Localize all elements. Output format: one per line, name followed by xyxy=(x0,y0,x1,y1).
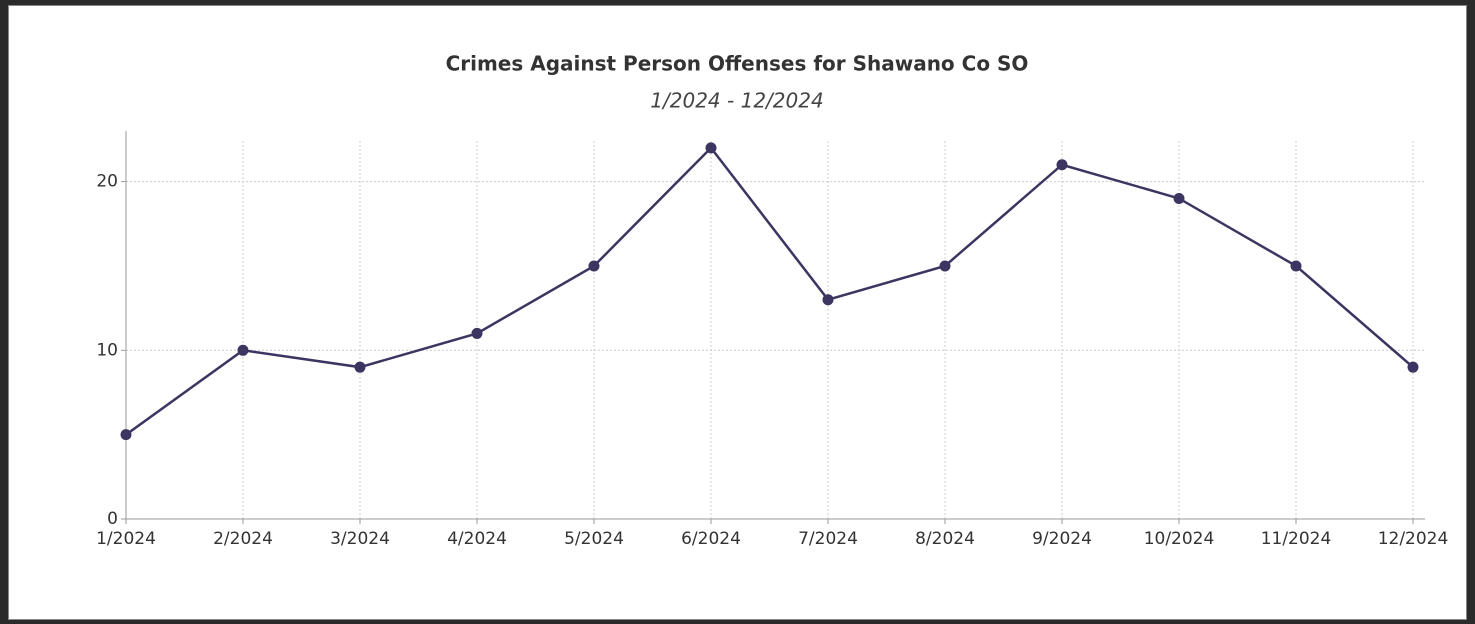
x-tick-label: 4/2024 xyxy=(447,529,507,549)
x-tick-label: 3/2024 xyxy=(330,529,390,549)
x-tick-label: 2/2024 xyxy=(213,529,273,549)
x-tick-label: 7/2024 xyxy=(798,529,858,549)
data-point xyxy=(588,260,600,272)
data-point xyxy=(822,294,834,306)
data-point xyxy=(237,344,249,356)
data-point xyxy=(1407,361,1419,373)
data-point xyxy=(120,429,132,441)
x-tick-label: 1/2024 xyxy=(96,529,156,549)
chart-title: Crimes Against Person Offenses for Shawa… xyxy=(446,52,1029,76)
chart-panel xyxy=(8,5,1467,620)
x-tick-label: 12/2024 xyxy=(1378,529,1449,549)
data-line xyxy=(125,145,1414,436)
data-point xyxy=(471,327,483,339)
data-point xyxy=(1290,260,1302,272)
x-tick-label: 10/2024 xyxy=(1144,529,1215,549)
data-point xyxy=(354,361,366,373)
x-tick-label: 5/2024 xyxy=(564,529,624,549)
x-tick-label: 6/2024 xyxy=(681,529,741,549)
data-point xyxy=(1056,159,1068,171)
data-point xyxy=(1173,192,1185,204)
data-point xyxy=(939,260,951,272)
data-point xyxy=(705,142,717,154)
chart-subtitle: 1/2024 - 12/2024 xyxy=(650,89,823,113)
x-tick-label: 9/2024 xyxy=(1032,529,1092,549)
y-tick-label: 0 xyxy=(107,509,118,529)
x-tick-label: 11/2024 xyxy=(1261,529,1332,549)
y-tick-label: 10 xyxy=(96,340,118,360)
y-tick-label: 20 xyxy=(96,172,118,192)
x-tick-label: 8/2024 xyxy=(915,529,975,549)
